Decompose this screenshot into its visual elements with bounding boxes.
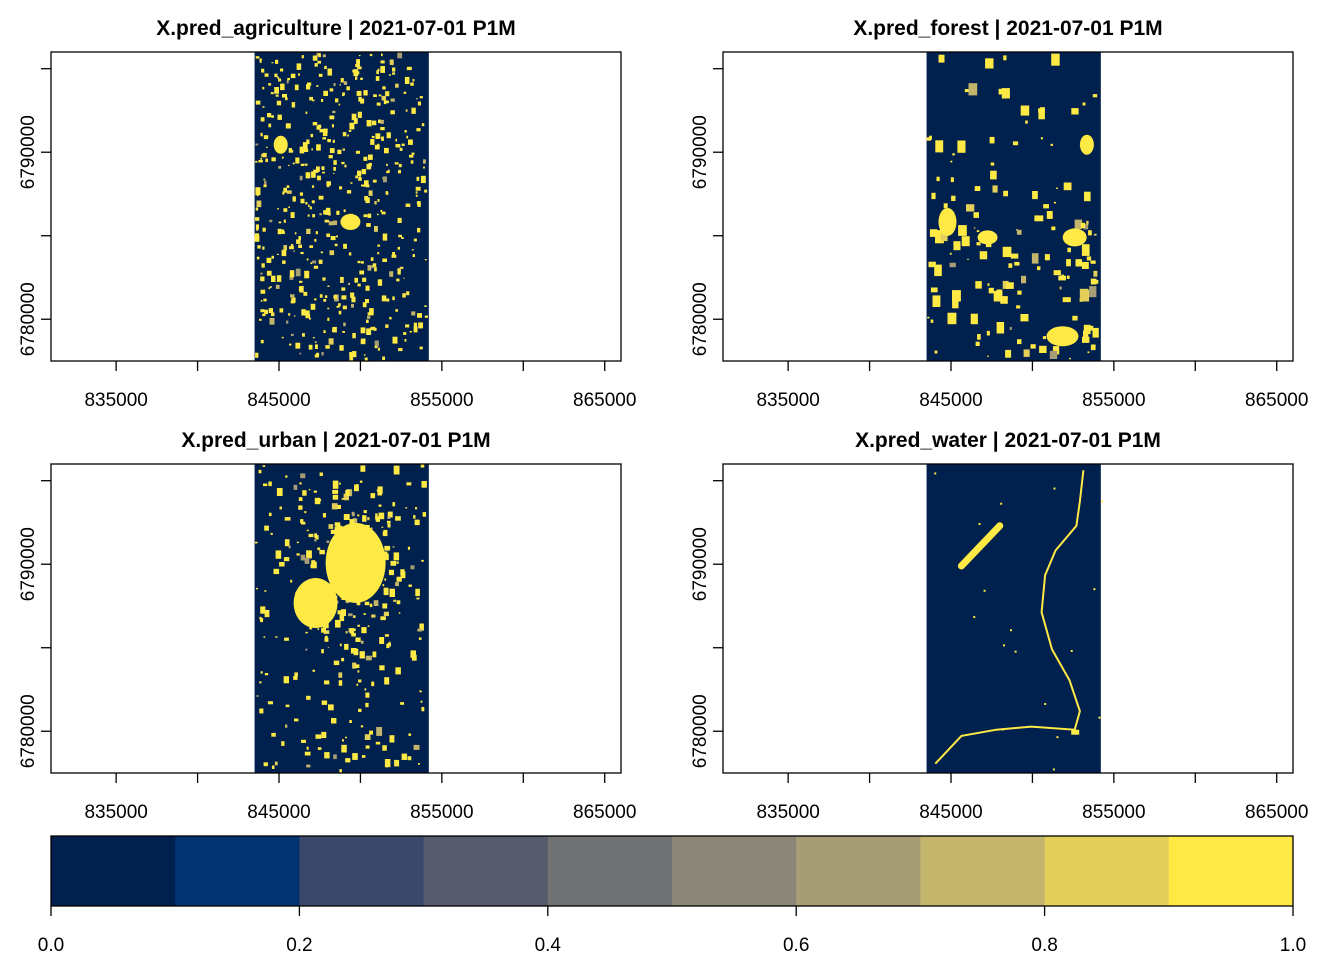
x-axis: 835000 845000 855000 865000	[756, 361, 1308, 411]
x-axis: 835000 845000 855000 865000	[84, 361, 636, 411]
x-tick-label: 865000	[1245, 802, 1308, 823]
y-tick-label: 6780000	[18, 282, 39, 356]
x-tick-label: 855000	[1082, 390, 1145, 411]
y-tick-label: 6790000	[690, 115, 711, 189]
x-axis: 835000 845000 855000 865000	[84, 773, 636, 823]
x-tick-label: 855000	[410, 802, 473, 823]
colorbar-swatch	[423, 836, 549, 906]
plot-frame	[50, 51, 622, 362]
panel-title: X.pred_forest | 2021-07-01 P1M	[853, 17, 1162, 40]
colorbar-swatch	[796, 836, 921, 906]
y-tick-label: 6790000	[18, 527, 39, 601]
colorbar-swatch	[547, 836, 673, 906]
y-tick-label: 6780000	[690, 694, 711, 768]
x-tick-label: 835000	[756, 802, 819, 823]
panel: X.pred_water | 2021-07-01 P1M 835000 84500…	[690, 429, 1308, 823]
panel-title: X.pred_urban | 2021-07-01 P1M	[181, 429, 490, 452]
x-tick-label: 865000	[573, 390, 636, 411]
x-tick-label: 855000	[410, 390, 473, 411]
y-axis: 6780000 6790000	[18, 480, 51, 768]
panel-title: X.pred_agriculture | 2021-07-01 P1M	[156, 17, 516, 40]
plot-frame	[722, 463, 1294, 774]
x-tick-label: 835000	[84, 390, 147, 411]
x-axis: 835000 845000 855000 865000	[756, 773, 1308, 823]
colorbar-tick-label: 0.8	[1031, 935, 1057, 956]
colorbar-swatch	[672, 836, 797, 906]
colorbar-swatch	[299, 836, 425, 906]
colorbar-swatch	[51, 836, 176, 906]
x-tick-label: 835000	[756, 390, 819, 411]
y-tick-label: 6780000	[690, 282, 711, 356]
raster-image	[254, 464, 429, 773]
colorbar-tick-label: 0.0	[38, 935, 64, 956]
colorbar-swatch	[920, 836, 1046, 906]
colorbar-swatch	[1168, 836, 1294, 906]
raster-image	[926, 464, 1103, 773]
raster-image	[926, 52, 1101, 361]
x-tick-label: 845000	[919, 390, 982, 411]
colorbar-swatch	[1044, 836, 1170, 906]
panel: X.pred_urban | 2021-07-01 P1M 835000 84500…	[18, 429, 636, 823]
x-tick-label: 845000	[919, 802, 982, 823]
y-axis: 6780000 6790000	[690, 68, 723, 356]
panel: X.pred_agriculture | 2021-07-01 P1M 83500…	[18, 17, 636, 411]
colorbar-tick-label: 0.2	[286, 935, 312, 956]
panel-title: X.pred_water | 2021-07-01 P1M	[855, 429, 1161, 452]
raster-image	[254, 52, 429, 362]
panel: X.pred_forest | 2021-07-01 P1M 835000 8450…	[690, 17, 1308, 411]
y-axis: 6780000 6790000	[690, 480, 723, 768]
colorbar-swatch	[175, 836, 300, 906]
plot-frame	[50, 463, 622, 774]
y-axis: 6780000 6790000	[18, 68, 51, 356]
x-tick-label: 845000	[247, 390, 310, 411]
x-tick-label: 865000	[1245, 390, 1308, 411]
colorbar-tick-label: 1.0	[1280, 935, 1306, 956]
colorbar-tick-label: 0.4	[535, 935, 562, 956]
colorbar-frame	[50, 835, 1294, 907]
y-tick-label: 6790000	[18, 115, 39, 189]
colorbar: 0.0 0.2 0.4 0.6 0.8 1.0	[38, 835, 1306, 956]
y-tick-label: 6780000	[18, 694, 39, 768]
plot-frame	[722, 51, 1294, 362]
y-tick-label: 6790000	[690, 527, 711, 601]
x-tick-label: 865000	[573, 802, 636, 823]
x-tick-label: 845000	[247, 802, 310, 823]
colorbar-tick-label: 0.6	[783, 935, 809, 956]
x-tick-label: 855000	[1082, 802, 1145, 823]
x-tick-label: 835000	[84, 802, 147, 823]
